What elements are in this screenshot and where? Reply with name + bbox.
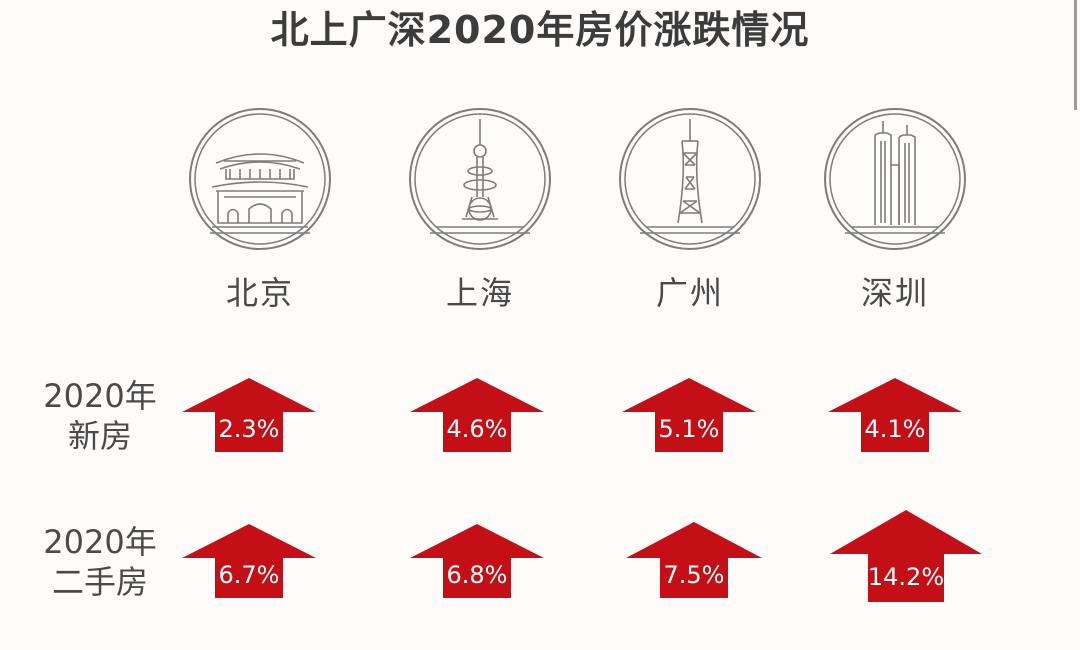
twin-towers-icon [824,108,966,250]
value-label: 2.3% [218,415,280,443]
city-name-shenzhen: 深圳 [860,274,929,312]
value-label: 14.2% [867,563,945,591]
row-label-line2: 二手房 [51,563,148,601]
arrow-second-shenzhen: 14.2% [830,510,982,602]
arrow-new-beijing: 2.3% [182,378,316,452]
arrow-second-guangzhou: 7.5% [626,522,762,598]
oriental-pearl-tower-icon [409,108,551,250]
page-title: 北上广深2020年房价涨跌情况 [270,8,810,52]
city-name-guangzhou: 广州 [655,274,724,312]
value-label: 6.7% [218,561,280,589]
canton-tower-icon [619,108,761,250]
arrow-second-beijing: 6.7% [182,524,316,598]
row-label-line2: 新房 [67,417,132,455]
city-beijing: 北京 [180,105,340,325]
row-label-line1: 2020年 [43,523,157,561]
edge-divider [1074,0,1077,110]
city-shenzhen: 深圳 [815,105,975,325]
row-label-line1: 2020年 [43,377,157,415]
row-label-new-homes: 2020年 新房 [20,376,180,456]
city-shanghai: 上海 [400,105,560,325]
value-label: 6.8% [446,561,508,589]
value-label: 4.6% [446,415,508,443]
value-label: 4.1% [864,415,926,443]
city-guangzhou: 广州 [610,105,770,325]
value-label: 7.5% [663,561,725,589]
tiananmen-icon [189,108,331,250]
value-label: 5.1% [658,415,720,443]
city-name-beijing: 北京 [225,274,294,312]
arrow-second-shanghai: 6.8% [410,524,544,598]
arrow-new-shenzhen: 4.1% [828,378,962,452]
city-name-shanghai: 上海 [445,274,514,312]
arrow-new-shanghai: 4.6% [410,378,544,452]
row-label-second-hand: 2020年 二手房 [20,522,180,602]
arrow-new-guangzhou: 5.1% [622,378,756,452]
